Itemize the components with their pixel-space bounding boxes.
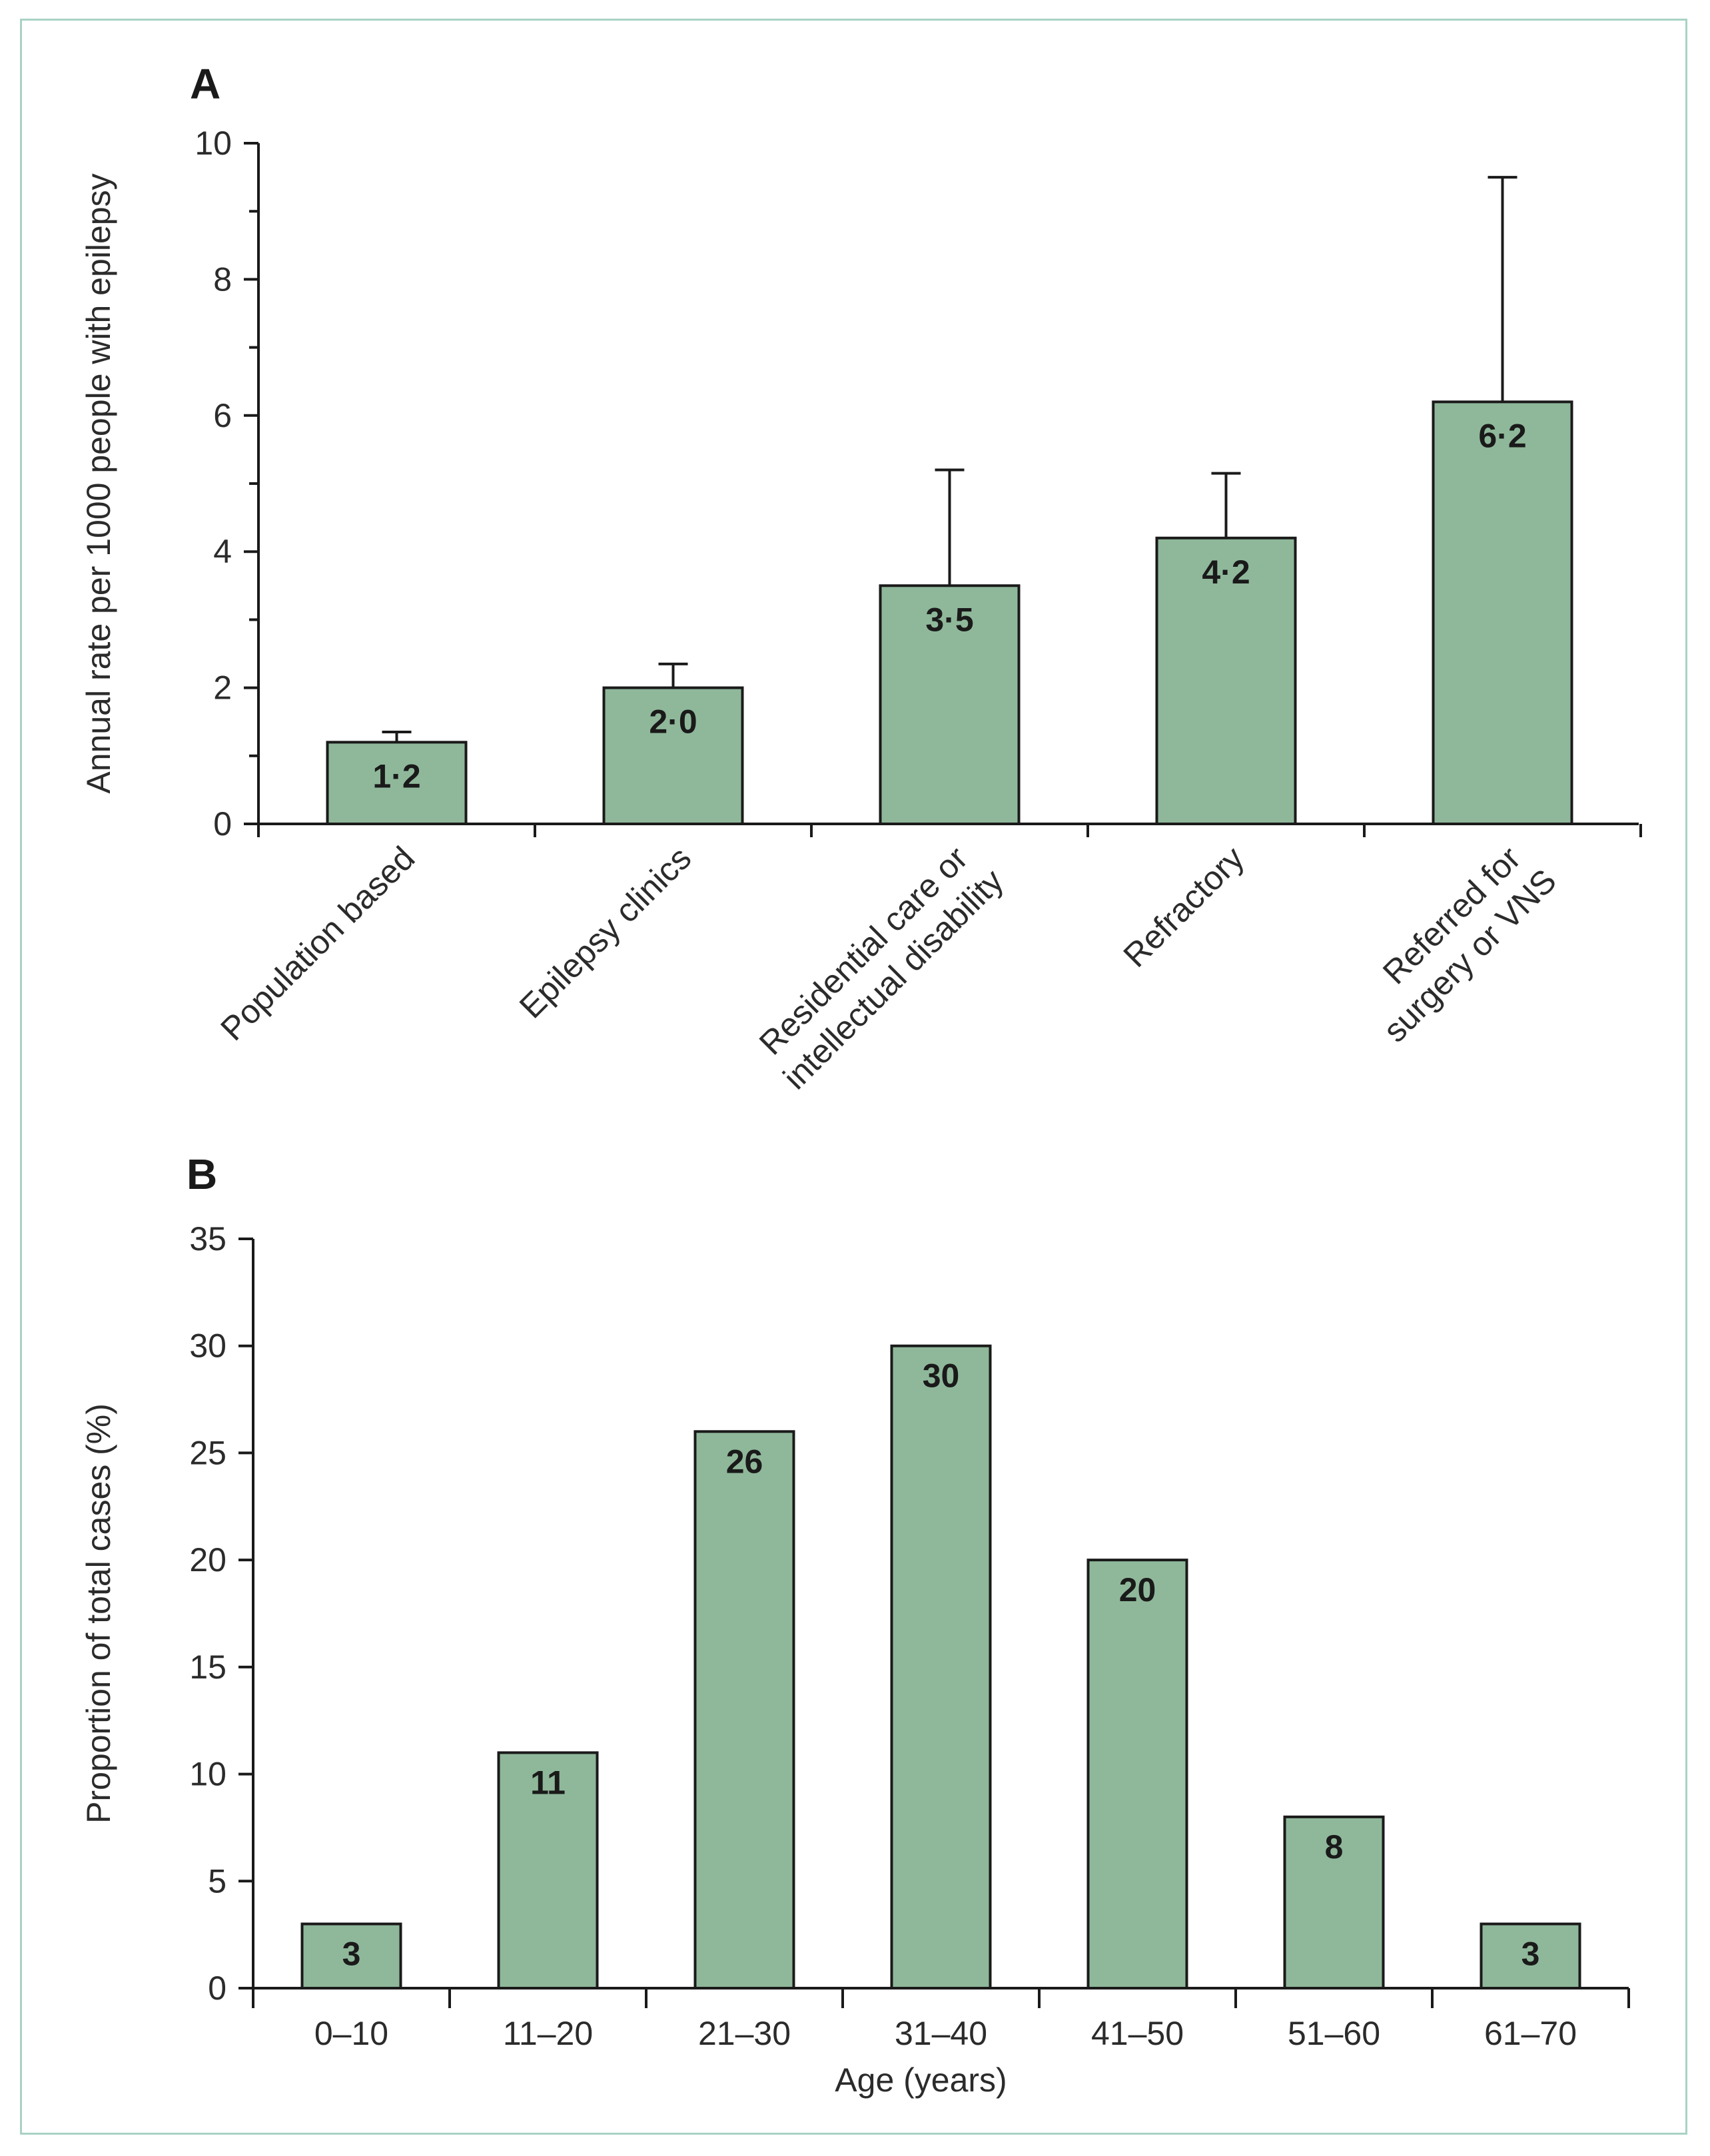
x-tick-label: 0–10 <box>314 2015 388 2052</box>
bar-value-label: 6·2 <box>1478 417 1526 454</box>
x-tick-label: 41–50 <box>1091 2015 1184 2052</box>
y-tick-label: 35 <box>189 1220 226 1258</box>
y-tick-label: 2 <box>213 669 232 707</box>
y-tick-label: 10 <box>195 125 232 162</box>
y-tick-label: 4 <box>213 533 232 570</box>
panel-a: A 0 2 4 6 8 10 Annual rate per 1000 people with… <box>80 60 1642 1096</box>
bar-value-label: 8 <box>1325 1828 1344 1866</box>
y-tick-label: 6 <box>213 397 232 434</box>
x-tick-label: 51–60 <box>1288 2015 1380 2052</box>
x-tick-label: 61–70 <box>1484 2015 1577 2052</box>
y-tick-label: 25 <box>189 1434 226 1471</box>
x-tick-label: 31–40 <box>895 2015 987 2052</box>
x-category-label: Refractory <box>1116 839 1252 974</box>
bar <box>602 686 744 825</box>
bar <box>693 1430 795 1989</box>
bar-value-label: 3 <box>1521 1936 1540 1973</box>
bar <box>300 1922 402 1990</box>
bar-value-label: 26 <box>726 1443 763 1480</box>
figure-frame <box>20 19 1687 2135</box>
panel-b-label: B <box>187 1150 217 1198</box>
bar <box>497 1751 599 1989</box>
x-category-label: Referred forsurgery or VNS <box>1347 833 1563 1049</box>
y-tick-label: 8 <box>213 260 232 298</box>
bar <box>890 1344 992 1989</box>
x-tick-label: 11–20 <box>503 2015 593 2052</box>
bar <box>1155 536 1297 825</box>
bar <box>1432 400 1573 825</box>
y-tick-label: 15 <box>189 1648 226 1686</box>
y-tick-label: 10 <box>189 1756 226 1793</box>
bar <box>326 741 468 825</box>
bar-value-label: 11 <box>530 1764 566 1801</box>
x-category-label: Epilepsy clinics <box>512 839 698 1025</box>
bar-value-label: 1·2 <box>372 757 420 795</box>
bar <box>1086 1559 1188 1989</box>
bar <box>1480 1922 1581 1990</box>
y-axis-title: Proportion of total cases (%) <box>80 1403 117 1824</box>
y-tick-label: 5 <box>208 1862 226 1900</box>
bar-value-label: 20 <box>1119 1571 1156 1609</box>
x-category-label-line: Population based <box>213 839 422 1048</box>
bar-value-label: 3 <box>342 1936 361 1973</box>
bar-value-label: 4·2 <box>1202 553 1250 591</box>
bar <box>879 584 1021 825</box>
y-tick-label: 30 <box>189 1327 226 1365</box>
bar <box>1283 1815 1385 1990</box>
x-category-label-line: Epilepsy clinics <box>512 839 698 1025</box>
y-tick-label: 0 <box>213 805 232 843</box>
panel-a-label: A <box>190 60 220 108</box>
bar-value-label: 2·0 <box>649 703 697 741</box>
y-tick-label: 20 <box>189 1541 226 1579</box>
x-tick-label: 21–30 <box>698 2015 791 2052</box>
x-category-label: Population based <box>213 839 422 1048</box>
bar-value-label: 30 <box>923 1357 960 1395</box>
y-axis-title: Annual rate per 1000 people with epileps… <box>80 173 117 793</box>
x-category-label-line: Refractory <box>1116 839 1252 974</box>
x-category-label: Residential care orintellectual disabili… <box>747 833 1011 1096</box>
x-axis-title: Age (years) <box>835 2061 1007 2099</box>
bar-value-label: 3·5 <box>925 601 973 638</box>
y-tick-label: 0 <box>208 1970 226 2007</box>
panel-b: B 0 5 10 15 20 25 30 35 Proportion of total cases… <box>80 1150 1630 2099</box>
